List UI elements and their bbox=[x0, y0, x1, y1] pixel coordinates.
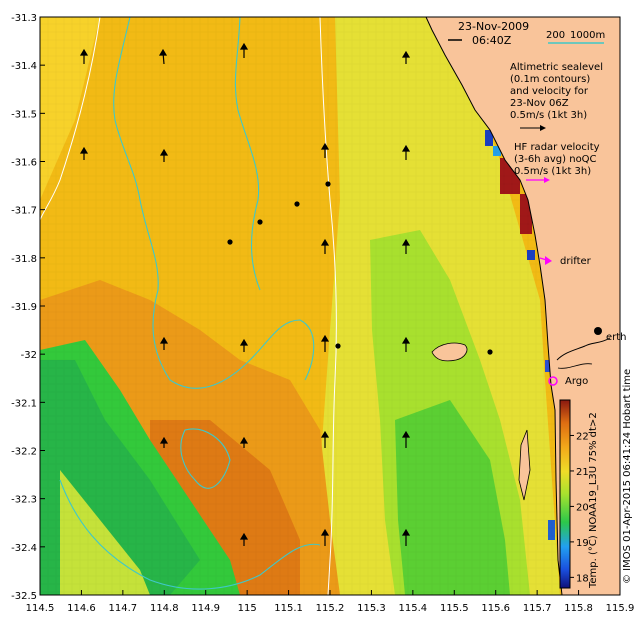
city-label: erth bbox=[606, 332, 627, 343]
colorbar-tick-label: 18 bbox=[576, 573, 589, 584]
x-tick-label: 114.8 bbox=[150, 603, 179, 614]
y-tick-label: -31.8 bbox=[11, 254, 37, 265]
y-tick-label: -32.2 bbox=[11, 447, 37, 458]
timestamp-time: 06:40Z bbox=[472, 34, 512, 47]
y-tick-label: -32.5 bbox=[11, 591, 37, 602]
hf-radar-note: HF radar velocity (3-6h avg) noQC 0.5m/s… bbox=[514, 142, 600, 183]
x-tick-label: 114.5 bbox=[26, 603, 55, 614]
svg-text:23-Nov 06Z: 23-Nov 06Z bbox=[510, 98, 569, 109]
altimetry-note: Altimetric sealevel (0.1m contours) and … bbox=[510, 62, 603, 131]
x-tick-label: 115.6 bbox=[481, 603, 510, 614]
svg-text:HF radar velocity: HF radar velocity bbox=[514, 142, 600, 153]
x-tick-label: 114.6 bbox=[67, 603, 96, 614]
x-tick-label: 115.3 bbox=[357, 603, 386, 614]
timestamp-date: 23-Nov-2009 bbox=[458, 20, 529, 33]
svg-text:0.5m/s (1kt 3h): 0.5m/s (1kt 3h) bbox=[510, 110, 587, 121]
x-axis: 114.5 114.6 114.7 114.8 114.9 115 115.1 115.2 11… bbox=[26, 590, 635, 614]
svg-text:(3-6h avg) noQC: (3-6h avg) noQC bbox=[514, 154, 597, 165]
drifter-marker: drifter bbox=[539, 256, 592, 267]
colorbar-tick-label: 21 bbox=[576, 467, 589, 478]
colorbar-label: Temp. (°C) NOAA19_L3U 75% dt>2 bbox=[588, 412, 599, 589]
city-marker: erth bbox=[594, 327, 627, 343]
x-tick-label: 115 bbox=[238, 603, 257, 614]
colorbar-tick-label: 20 bbox=[576, 502, 589, 513]
x-tick-label: 115.5 bbox=[440, 603, 469, 614]
colorbar-tick-label: 19 bbox=[576, 538, 589, 549]
isobaths bbox=[40, 17, 337, 595]
credit-text: © IMOS 01-Apr-2015 06:41:24 Hobart time bbox=[622, 369, 633, 584]
y-tick-label: -31.7 bbox=[11, 206, 37, 217]
y-axis: -31.3 -31.4 -31.5 -31.6 -31.7 -31.8 -31.9 -32 -3… bbox=[11, 13, 45, 602]
sealevel-contours bbox=[59, 17, 321, 590]
x-tick-label: 115.4 bbox=[399, 603, 428, 614]
y-tick-label: -32.3 bbox=[11, 495, 37, 506]
y-tick-label: -32.4 bbox=[11, 543, 37, 554]
land-mass bbox=[426, 17, 620, 595]
svg-text:Altimetric sealevel: Altimetric sealevel bbox=[510, 62, 603, 73]
depth-legend: 200 1000m bbox=[448, 30, 605, 44]
y-tick-label: -32.1 bbox=[11, 398, 37, 409]
colorbar: 18 19 20 21 22 Temp. (°C) NOAA19_L3U 75% dt>… bbox=[559, 399, 599, 589]
y-tick-label: -31.6 bbox=[11, 158, 37, 169]
y-tick-label: -31.5 bbox=[11, 109, 37, 120]
svg-text:(0.1m contours): (0.1m contours) bbox=[510, 74, 590, 85]
y-tick-label: -32 bbox=[21, 350, 37, 361]
x-tick-label: 115.8 bbox=[564, 603, 593, 614]
x-tick-label: 114.9 bbox=[191, 603, 220, 614]
x-tick-label: 115.2 bbox=[316, 603, 345, 614]
y-tick-label: -31.3 bbox=[11, 13, 37, 24]
x-tick-label: 114.7 bbox=[109, 603, 138, 614]
x-tick-label: 115.9 bbox=[606, 603, 635, 614]
colorbar-ticks: 18 19 20 21 22 bbox=[570, 431, 589, 584]
svg-text:0.5m/s (1kt 3h): 0.5m/s (1kt 3h) bbox=[514, 166, 591, 177]
depth-label-1000: 1000m bbox=[570, 30, 605, 41]
coastline bbox=[425, 16, 563, 596]
depth-label-200: 200 bbox=[546, 30, 565, 41]
argo-label: Argo bbox=[565, 376, 588, 387]
argo-marker: Argo bbox=[548, 376, 588, 387]
y-tick-label: -31.4 bbox=[11, 61, 37, 72]
drifter-label: drifter bbox=[560, 256, 592, 267]
colorbar-tick-label: 22 bbox=[576, 431, 589, 442]
svg-text:and velocity for: and velocity for bbox=[510, 86, 589, 97]
y-tick-label: -31.9 bbox=[11, 302, 37, 313]
x-tick-label: 115.1 bbox=[274, 603, 303, 614]
x-tick-label: 115.7 bbox=[523, 603, 552, 614]
velocity-arrows bbox=[79, 42, 493, 546]
